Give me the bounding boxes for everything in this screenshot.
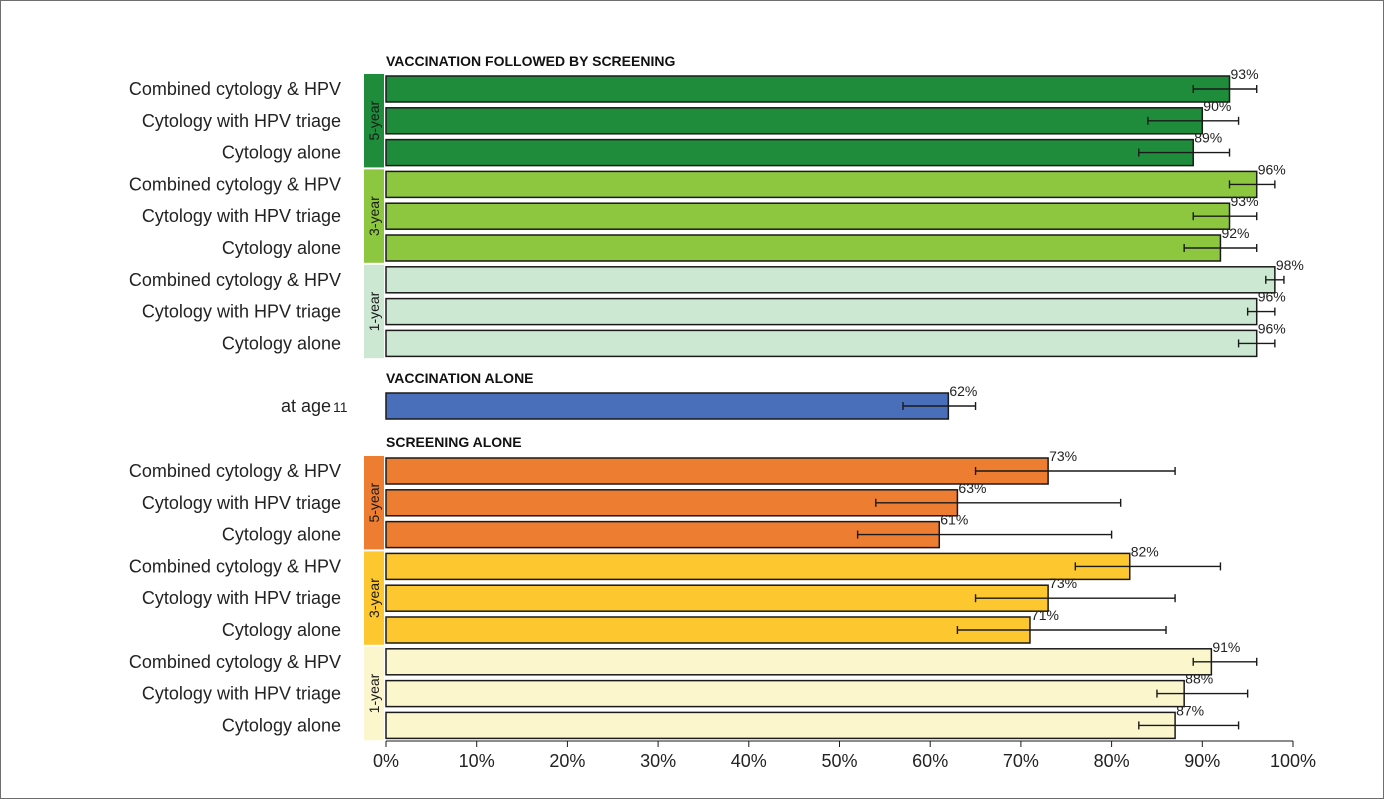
x-tick-label: 30% xyxy=(640,751,676,771)
value-label: 82% xyxy=(1131,543,1159,559)
x-tick-label: 40% xyxy=(731,751,767,771)
x-tick-label: 0% xyxy=(373,751,399,771)
bar-0-0 xyxy=(385,75,1231,103)
value-label: 90% xyxy=(1203,98,1231,114)
category-label: Cytology alone xyxy=(222,143,341,163)
value-label: 71% xyxy=(1031,607,1059,623)
value-label: 96% xyxy=(1258,320,1286,336)
frequency-strip xyxy=(364,551,384,645)
value-label: 96% xyxy=(1258,289,1286,305)
category-label: Combined cytology & HPV xyxy=(129,79,341,99)
value-label: 73% xyxy=(1049,448,1077,464)
bar-1-0 xyxy=(385,170,1258,199)
category-label: Cytology with HPV triage xyxy=(142,588,341,608)
bar-0-2 xyxy=(385,520,941,549)
bar-2-1 xyxy=(385,297,1258,326)
x-tick-label: 50% xyxy=(821,751,857,771)
frequency-label: 3-year xyxy=(366,578,382,618)
category-label: Combined cytology & HPV xyxy=(129,174,341,194)
category-label: Cytology alone xyxy=(222,333,341,353)
frequency-strip xyxy=(364,74,384,168)
bar-vaccination-alone xyxy=(385,392,950,420)
category-label: Cytology with HPV triage xyxy=(142,493,341,513)
bar-1-0 xyxy=(385,552,1131,581)
bar-0-1 xyxy=(385,107,1204,135)
frequency-label: 3-year xyxy=(366,196,382,236)
category-label: Cytology with HPV triage xyxy=(142,206,341,226)
category-label: Combined cytology & HPV xyxy=(129,556,341,576)
category-label: at age xyxy=(281,396,331,416)
bar-0-2 xyxy=(385,138,1194,167)
category-label: Cytology alone xyxy=(222,525,341,545)
frequency-label: 5-year xyxy=(366,483,382,523)
bar-0-0 xyxy=(385,457,1049,485)
x-tick-label: 90% xyxy=(1184,751,1220,771)
group-title: VACCINATION FOLLOWED BY SCREENING xyxy=(386,53,675,69)
group-title: SCREENING ALONE xyxy=(386,434,522,450)
frequency-strip xyxy=(364,169,384,263)
group-title: VACCINATION ALONE xyxy=(386,370,534,386)
x-tick-label: 80% xyxy=(1094,751,1130,771)
bar-2-0 xyxy=(385,648,1213,676)
category-label: Cytology with HPV triage xyxy=(142,684,341,704)
frequency-strip xyxy=(364,264,384,359)
bar-1-1 xyxy=(385,584,1049,612)
value-label: 87% xyxy=(1176,702,1204,718)
value-label: 88% xyxy=(1185,671,1213,687)
frequency-label: 1-year xyxy=(366,673,382,713)
category-label: Combined cytology & HPV xyxy=(129,652,341,672)
category-label: Combined cytology & HPV xyxy=(129,461,341,481)
bar-2-2 xyxy=(385,711,1176,740)
value-label: 98% xyxy=(1276,257,1304,273)
bar-1-1 xyxy=(385,202,1231,230)
value-label: 62% xyxy=(949,383,977,399)
value-label: 89% xyxy=(1194,130,1222,146)
x-tick-label: 60% xyxy=(912,751,948,771)
category-label: Cytology alone xyxy=(222,715,341,735)
value-label: 96% xyxy=(1258,161,1286,177)
frequency-strip xyxy=(364,456,384,550)
frequency-label: 1-year xyxy=(366,291,382,331)
category-label-number: 11 xyxy=(333,399,348,415)
value-label: 92% xyxy=(1221,225,1249,241)
value-label: 91% xyxy=(1212,639,1240,655)
value-label: 73% xyxy=(1049,575,1077,591)
value-label: 63% xyxy=(958,480,986,496)
bar-1-2 xyxy=(385,616,1031,644)
x-tick-label: 100% xyxy=(1270,751,1316,771)
value-label: 61% xyxy=(940,512,968,528)
category-label: Cytology with HPV triage xyxy=(142,302,341,322)
value-label: 93% xyxy=(1231,66,1259,82)
value-label: 93% xyxy=(1231,193,1259,209)
bar-2-2 xyxy=(385,329,1258,358)
frequency-label: 5-year xyxy=(366,101,382,141)
x-tick-label: 20% xyxy=(549,751,585,771)
category-label: Combined cytology & HPV xyxy=(129,270,341,290)
bar-1-2 xyxy=(385,234,1222,262)
x-tick-label: 10% xyxy=(459,751,495,771)
x-tick-label: 70% xyxy=(1003,751,1039,771)
frequency-strip xyxy=(364,646,384,741)
category-label: Cytology alone xyxy=(222,238,341,258)
category-label: Cytology alone xyxy=(222,620,341,640)
bar-2-0 xyxy=(385,266,1276,294)
bar-2-1 xyxy=(385,679,1185,708)
bar-0-1 xyxy=(385,489,959,517)
category-label: Cytology with HPV triage xyxy=(142,111,341,131)
